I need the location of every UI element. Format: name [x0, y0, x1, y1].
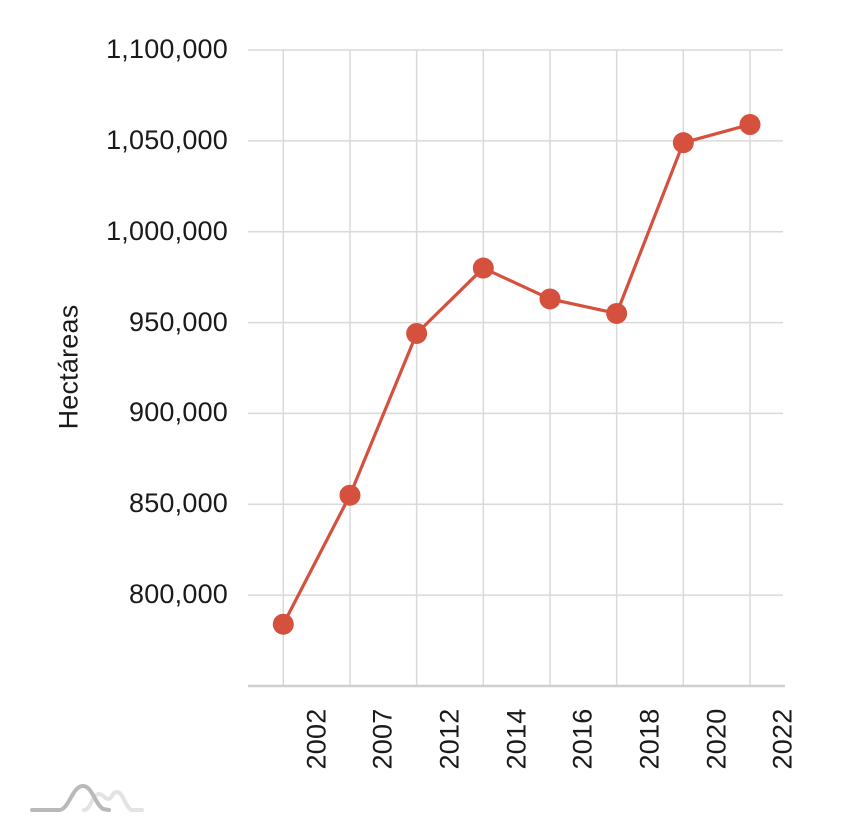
y-axis-title: Hectáreas — [53, 304, 84, 430]
y-tick-label: 1,050,000 — [106, 124, 228, 155]
logo-dark-curve — [30, 784, 111, 812]
x-tick-label: 2022 — [767, 708, 798, 770]
data-point — [339, 484, 361, 506]
data-point — [472, 257, 494, 279]
distribution-curves-logo — [30, 784, 144, 812]
y-tick-label: 1,000,000 — [106, 215, 228, 246]
data-point — [272, 613, 294, 635]
data-point — [539, 288, 561, 310]
series-line — [281, 122, 751, 625]
x-tick-label: 2007 — [367, 708, 398, 770]
y-tick-label: 900,000 — [129, 397, 228, 428]
y-tick-label: 950,000 — [129, 306, 228, 337]
x-tick-label: 2016 — [567, 708, 598, 770]
data-point — [606, 302, 628, 324]
y-tick-label: 850,000 — [129, 488, 228, 519]
data-point — [739, 114, 761, 136]
x-tick-label: 2012 — [434, 708, 465, 770]
data-point — [406, 322, 428, 344]
y-tick-label: 800,000 — [129, 579, 228, 610]
x-tick-label: 2018 — [634, 708, 665, 770]
y-tick-label: 1,100,000 — [106, 33, 228, 64]
x-tick-label: 2014 — [501, 708, 532, 770]
x-tick-label: 2002 — [301, 708, 332, 770]
x-tick-label: 2020 — [701, 708, 732, 770]
data-point — [672, 132, 694, 154]
